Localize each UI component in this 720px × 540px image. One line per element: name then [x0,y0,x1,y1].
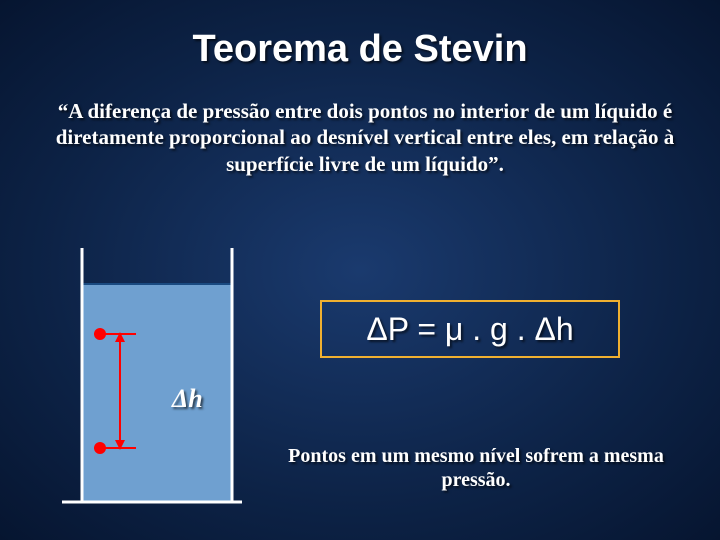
liquid-container-diagram [62,248,242,508]
footnote-text: Pontos em um mesmo nível sofrem a mesma … [270,444,682,492]
slide-title: Teorema de Stevin [0,28,720,71]
theorem-quote: “A diferença de pressão entre dois ponto… [55,98,675,177]
water-fill [84,284,231,501]
delta-h-label: Δh [172,384,203,414]
formula-box: ΔP = μ . g . Δh [320,300,620,358]
